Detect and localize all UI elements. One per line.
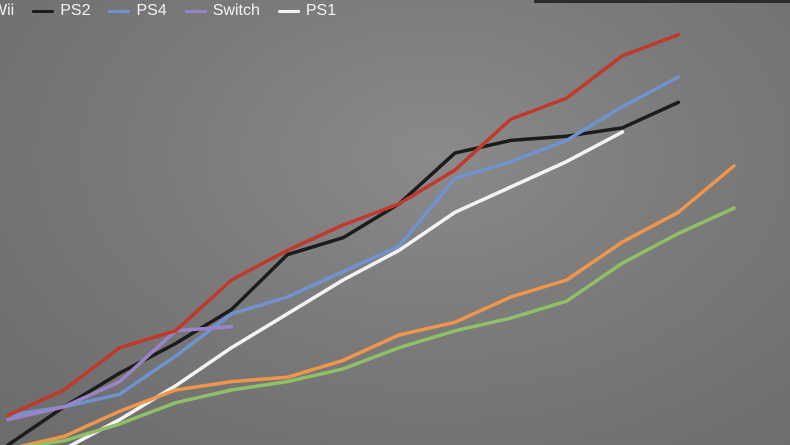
legend-item-switch: Switch bbox=[184, 2, 260, 20]
series-line-unlabeled-7 bbox=[24, 206, 736, 445]
legend: Wii PS2 PS4 Switch PS1 bbox=[0, 0, 354, 22]
legend-label-wii: Wii bbox=[0, 2, 15, 19]
series-line-unlabeled-6 bbox=[18, 164, 736, 445]
legend-label-ps2: PS2 bbox=[60, 2, 91, 19]
series-line-unlabeled-5 bbox=[6, 32, 681, 418]
dark-bar bbox=[534, 0, 790, 3]
legend-swatch-ps4 bbox=[108, 9, 131, 13]
series-line-ps1 bbox=[68, 130, 625, 445]
series-line-switch bbox=[6, 324, 234, 422]
legend-item-ps2: PS2 bbox=[32, 2, 90, 20]
legend-swatch-switch bbox=[184, 9, 207, 13]
legend-swatch-ps1 bbox=[277, 9, 300, 13]
legend-label-switch: Switch bbox=[212, 2, 260, 19]
series-line-ps4 bbox=[6, 75, 681, 418]
legend-swatch-ps2 bbox=[32, 9, 55, 13]
legend-item-ps4: PS4 bbox=[108, 2, 167, 20]
legend-item-wii: Wii bbox=[0, 2, 14, 20]
series-line-ps2 bbox=[6, 100, 681, 445]
legend-label-ps4: PS4 bbox=[136, 2, 167, 19]
legend-item-ps1: PS1 bbox=[277, 2, 337, 20]
legend-label-ps1: PS1 bbox=[305, 2, 337, 19]
